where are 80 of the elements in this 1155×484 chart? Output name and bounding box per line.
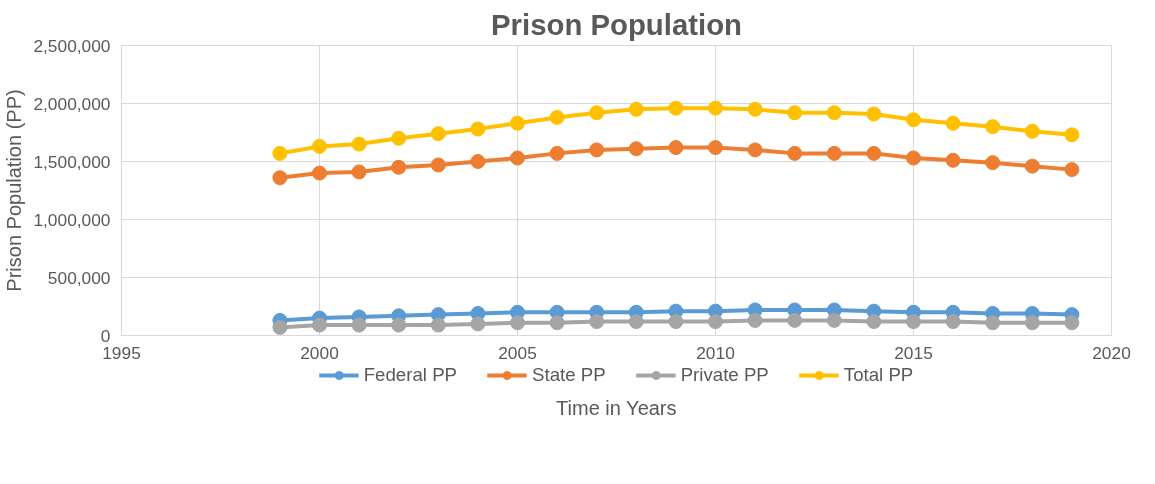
point bbox=[708, 314, 723, 330]
x-axis-title: Time in Years bbox=[556, 396, 677, 419]
point bbox=[826, 105, 842, 121]
point bbox=[589, 105, 605, 121]
point bbox=[866, 145, 882, 161]
point bbox=[589, 314, 605, 330]
point bbox=[312, 165, 327, 181]
point bbox=[430, 317, 446, 333]
point bbox=[747, 312, 763, 328]
point bbox=[628, 101, 644, 117]
legend-label: Total PP bbox=[843, 364, 914, 386]
point bbox=[747, 101, 763, 117]
point bbox=[351, 164, 367, 180]
y-tick-label: 500,000 bbox=[47, 267, 111, 288]
y-tick-label: 2,000,000 bbox=[33, 93, 111, 114]
point bbox=[351, 136, 367, 152]
point bbox=[470, 154, 486, 169]
point bbox=[549, 145, 565, 161]
point bbox=[470, 121, 486, 137]
point bbox=[391, 130, 407, 146]
point bbox=[708, 100, 723, 116]
point bbox=[391, 317, 407, 333]
point bbox=[1064, 127, 1080, 143]
point bbox=[272, 170, 288, 186]
point bbox=[510, 315, 525, 331]
x-tick-label: 2015 bbox=[894, 342, 933, 363]
legend-label: Federal PP bbox=[363, 364, 458, 386]
point bbox=[589, 142, 605, 158]
point bbox=[668, 100, 684, 116]
point bbox=[510, 150, 525, 166]
legend-label: Private PP bbox=[680, 364, 769, 386]
point bbox=[985, 155, 1001, 171]
point bbox=[510, 115, 525, 131]
point bbox=[708, 140, 723, 156]
point bbox=[826, 145, 842, 161]
point bbox=[430, 126, 446, 142]
point bbox=[906, 150, 921, 166]
x-tick-label: 2020 bbox=[1092, 342, 1131, 363]
point bbox=[866, 106, 882, 122]
point bbox=[787, 145, 803, 161]
y-tick-label: 2,500,000 bbox=[33, 35, 111, 56]
point bbox=[312, 317, 327, 333]
point bbox=[787, 312, 803, 328]
point bbox=[312, 138, 327, 154]
point bbox=[628, 314, 644, 330]
point bbox=[945, 314, 961, 330]
point bbox=[747, 142, 763, 158]
legend-label: State PP bbox=[532, 364, 606, 386]
point bbox=[985, 315, 1001, 331]
point bbox=[628, 141, 644, 157]
point bbox=[470, 316, 486, 332]
point bbox=[1024, 315, 1040, 331]
point bbox=[945, 152, 961, 168]
point bbox=[1024, 123, 1040, 139]
point bbox=[866, 314, 882, 330]
x-tick-label: 2010 bbox=[696, 342, 735, 363]
y-axis-title: Prison Population (PP) bbox=[3, 89, 26, 292]
point bbox=[668, 140, 684, 156]
point bbox=[668, 314, 684, 330]
point bbox=[906, 314, 921, 330]
point bbox=[549, 315, 565, 331]
y-tick-label: 1,000,000 bbox=[33, 209, 111, 230]
point bbox=[1064, 315, 1080, 331]
point bbox=[391, 159, 407, 175]
point bbox=[826, 312, 842, 328]
point bbox=[945, 115, 961, 131]
point bbox=[1024, 158, 1040, 174]
x-tick-label: 2000 bbox=[300, 342, 339, 363]
point bbox=[985, 119, 1001, 135]
point bbox=[272, 145, 288, 161]
point bbox=[351, 317, 367, 333]
chart-title: Prison Population bbox=[491, 7, 742, 41]
x-tick-label: 2005 bbox=[498, 342, 537, 363]
point bbox=[549, 109, 565, 125]
point bbox=[272, 319, 288, 335]
y-tick-label: 1,500,000 bbox=[33, 151, 111, 172]
point bbox=[787, 105, 803, 121]
point bbox=[430, 157, 446, 173]
point bbox=[906, 112, 921, 128]
point bbox=[1064, 162, 1080, 178]
